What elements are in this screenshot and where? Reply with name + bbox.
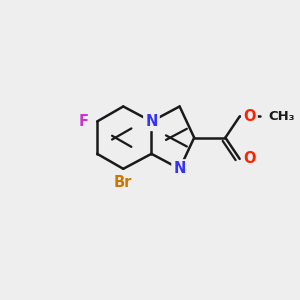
Text: O: O — [243, 152, 256, 166]
Text: F: F — [78, 114, 88, 129]
Text: N: N — [173, 161, 186, 176]
Text: N: N — [145, 114, 158, 129]
Text: Br: Br — [114, 175, 132, 190]
Text: O: O — [243, 109, 256, 124]
Text: CH₃: CH₃ — [268, 110, 295, 123]
